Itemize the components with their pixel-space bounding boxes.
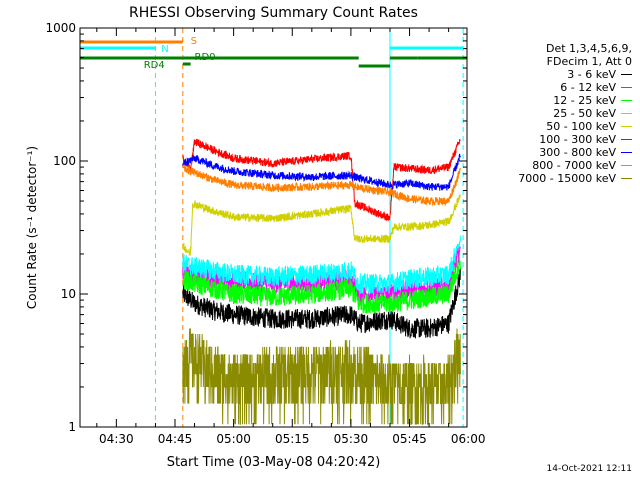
legend-label: 12 - 25 keV bbox=[553, 94, 616, 107]
y-tick-label: 1 bbox=[68, 420, 76, 434]
y-axis-label: Count Rate (s⁻¹ detector⁻¹) bbox=[25, 146, 39, 309]
legend-swatch bbox=[621, 87, 632, 88]
legend-entry: 50 - 100 keV bbox=[486, 120, 632, 133]
legend-swatch bbox=[621, 178, 632, 179]
legend-swatch bbox=[621, 74, 632, 75]
series-line-1 bbox=[182, 268, 461, 339]
y-tick-label: 10 bbox=[61, 287, 76, 301]
legend-label: 6 - 12 keV bbox=[560, 81, 616, 94]
legend-header-line-1: Det 1,3,4,5,6,9, bbox=[545, 42, 632, 55]
legend-swatch bbox=[621, 126, 632, 127]
x-tick-label: 05:30 bbox=[334, 432, 369, 446]
y-tick-label: 100 bbox=[53, 154, 76, 168]
legend-label: 3 - 6 keV bbox=[567, 68, 616, 81]
legend-swatch bbox=[621, 113, 632, 114]
series-line-3 bbox=[182, 255, 461, 314]
x-tick-label: 04:45 bbox=[158, 432, 193, 446]
legend-swatch bbox=[621, 139, 632, 140]
chart-title: RHESSI Observing Summary Count Rates bbox=[129, 5, 418, 21]
legend-entry: 25 - 50 keV bbox=[486, 107, 632, 120]
x-tick-label: 05:45 bbox=[392, 432, 427, 446]
legend-header-line-2: FDecim 1, Att 0 bbox=[546, 55, 632, 68]
rd4-marker-label: RD4 bbox=[144, 60, 165, 71]
rd0-marker-label: RD0 bbox=[195, 52, 216, 63]
legend-entry: 12 - 25 keV bbox=[486, 94, 632, 107]
legend-swatch bbox=[621, 165, 632, 166]
legend-entry: 300 - 800 keV bbox=[486, 146, 632, 159]
series-line-5 bbox=[182, 194, 461, 256]
legend-label: 50 - 100 keV bbox=[546, 120, 616, 133]
legend-label: 25 - 50 keV bbox=[553, 107, 616, 120]
x-tick-label: 05:15 bbox=[275, 432, 310, 446]
series-line-6 bbox=[182, 138, 461, 222]
legend-label: 800 - 7000 keV bbox=[532, 159, 616, 172]
legend-entry: 100 - 300 keV bbox=[486, 133, 632, 146]
x-tick-label: 06:00 bbox=[451, 432, 486, 446]
legend-swatch bbox=[621, 100, 632, 101]
render-timestamp: 14-Oct-2021 12:11 bbox=[546, 464, 632, 474]
chart-legend: Det 1,3,4,5,6,9, FDecim 1, Att 0 3 - 6 k… bbox=[486, 42, 632, 185]
legend-entry: 3 - 6 keV bbox=[486, 68, 632, 81]
series-line-4 bbox=[182, 235, 461, 295]
s-marker-label: S bbox=[191, 36, 197, 47]
legend-entry: 6 - 12 keV bbox=[486, 81, 632, 94]
x-axis-label: Start Time (03-May-08 04:20:42) bbox=[167, 455, 381, 470]
legend-swatch bbox=[621, 152, 632, 153]
legend-label: 7000 - 15000 keV bbox=[518, 172, 616, 185]
legend-label: 300 - 800 keV bbox=[539, 146, 616, 159]
series-line-9 bbox=[182, 328, 461, 425]
n-marker-label: N bbox=[161, 44, 168, 55]
legend-entry: 7000 - 15000 keV bbox=[486, 172, 632, 185]
plot-frame bbox=[79, 27, 468, 428]
series-line-7 bbox=[182, 153, 461, 191]
series-line-8 bbox=[182, 164, 461, 207]
legend-label: 100 - 300 keV bbox=[539, 133, 616, 146]
legend-entry: 800 - 7000 keV bbox=[486, 159, 632, 172]
y-tick-label: 1000 bbox=[45, 21, 76, 35]
x-tick-label: 04:30 bbox=[99, 432, 134, 446]
x-tick-label: 05:00 bbox=[216, 432, 251, 446]
